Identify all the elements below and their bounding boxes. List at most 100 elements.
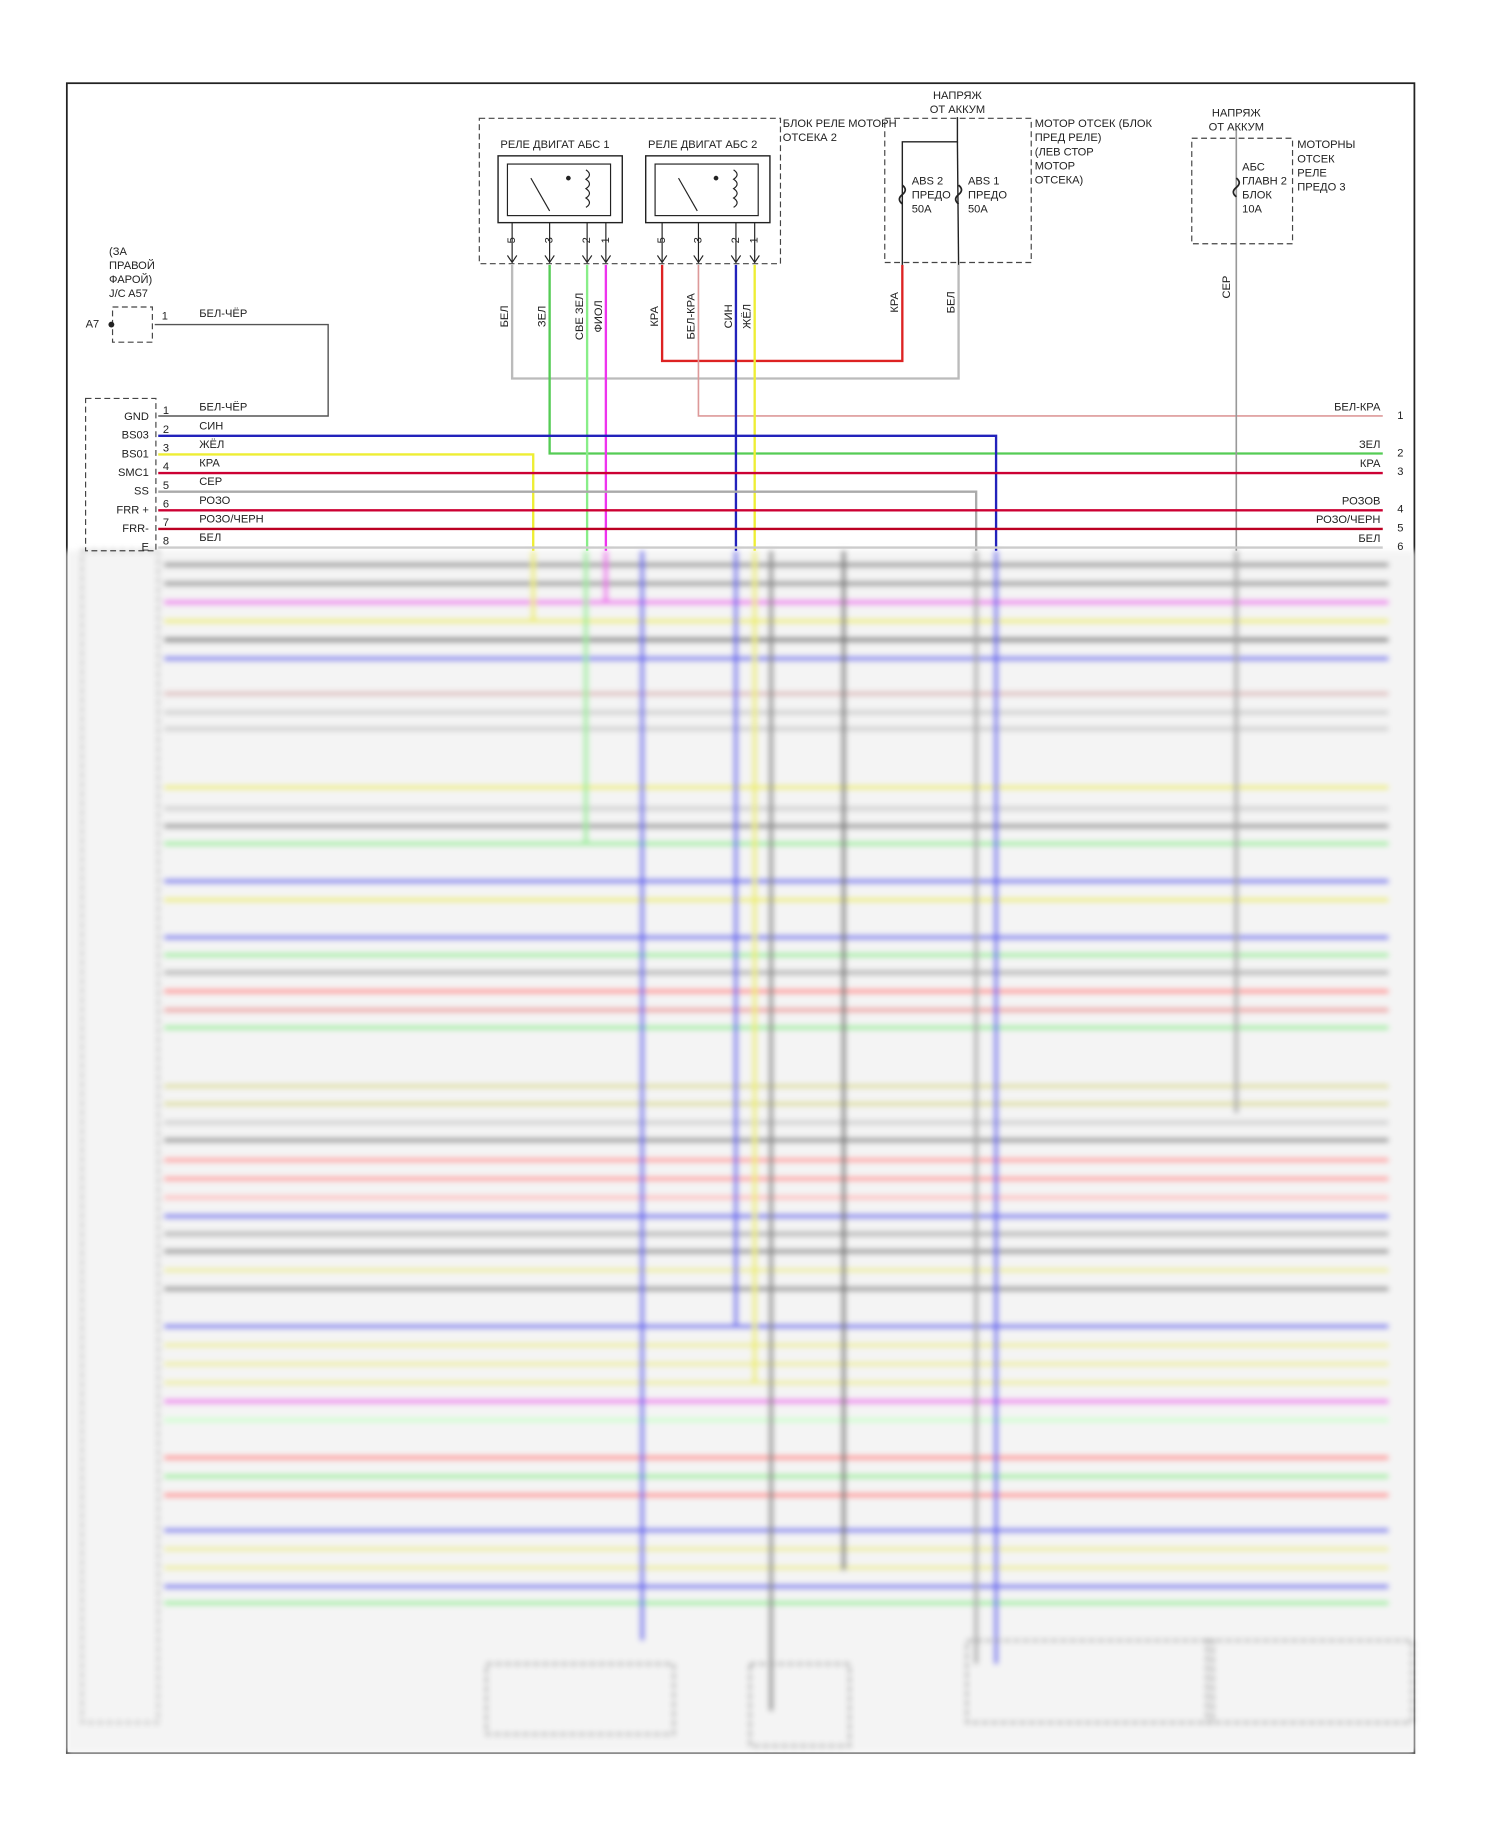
- label: 5: [1397, 522, 1403, 534]
- wire-label: БЕЛ: [499, 305, 511, 327]
- label: РЕЛЕ: [1297, 167, 1327, 179]
- blurred-component: [748, 1662, 851, 1748]
- blurred-component: [965, 1639, 1215, 1724]
- wire-label: БЕЛ-КРА: [685, 293, 697, 340]
- fuse-block: [884, 117, 1032, 264]
- label: ЗЕЛ: [1359, 439, 1380, 451]
- relay-inner: [506, 163, 612, 217]
- relay-coil: [732, 169, 738, 208]
- wire-label: СИН: [723, 304, 735, 328]
- wire-label: СЕР: [1221, 276, 1233, 299]
- label: 3: [163, 443, 169, 455]
- label: 50A: [968, 204, 988, 216]
- label: 4: [1397, 504, 1403, 516]
- fuse-block: [1191, 137, 1294, 245]
- label: КРА: [199, 458, 220, 470]
- label: E: [141, 542, 148, 554]
- fuse: [1232, 177, 1241, 198]
- label: J/C A57: [109, 288, 148, 300]
- label: ФАРОЙ): [109, 273, 152, 286]
- label: СЕР: [199, 476, 222, 488]
- label: BS01: [122, 448, 149, 460]
- label: SMC1: [118, 467, 149, 479]
- label: 6: [1397, 541, 1403, 553]
- label: 6: [163, 498, 169, 510]
- wire: [158, 490, 978, 551]
- label: БЕЛ: [199, 532, 221, 544]
- label: ПРЕДО 3: [1297, 181, 1345, 193]
- label: (ЛЕВ СТОР: [1035, 146, 1094, 158]
- wire-label: ФИОЛ: [593, 300, 605, 332]
- label: ЖЁЛ: [199, 439, 224, 451]
- label: 8: [163, 536, 169, 548]
- wire: [548, 264, 1383, 455]
- label: ОТ АККУМ: [930, 104, 985, 116]
- label: РЕЛЕ ДВИГАТ АБС 2: [648, 139, 757, 151]
- relay-switch: [678, 177, 698, 212]
- splice-dot: [108, 321, 115, 328]
- label: БЕЛ: [1358, 533, 1380, 545]
- label: БЛОК РЕЛЕ МОТОРН: [783, 118, 897, 130]
- label: БЕЛ-КРА: [1334, 402, 1381, 414]
- label: GND: [124, 411, 149, 423]
- label: МОТОР: [1035, 160, 1075, 172]
- label: ПРЕДО: [968, 190, 1007, 202]
- label: 2: [163, 424, 169, 436]
- wire-label: СВЕ ЗЕЛ: [574, 293, 586, 340]
- label: 50A: [912, 204, 932, 216]
- wire-label: КРА: [889, 291, 901, 312]
- label: 1: [162, 310, 168, 322]
- label: ПРЕДО: [912, 190, 951, 202]
- label: МОТОРНЫ: [1297, 139, 1355, 151]
- label: НАПРЯЖ: [1212, 108, 1262, 120]
- relay-switch: [530, 177, 551, 212]
- label: (ЗА: [109, 246, 127, 258]
- wire: [154, 323, 329, 417]
- wire-label: БЕЛ: [945, 291, 957, 313]
- blurred-component: [1205, 1639, 1414, 1724]
- relay: [645, 155, 771, 224]
- label: 1: [1397, 410, 1403, 422]
- label: ПРАВОЙ: [109, 259, 155, 272]
- label: КРА: [1360, 458, 1381, 470]
- fuse: [898, 184, 907, 205]
- label: РОЗОВ: [1342, 495, 1381, 507]
- relay-inner: [654, 163, 759, 217]
- label: 5: [163, 480, 169, 492]
- relay: [497, 155, 623, 224]
- label: БЕЛ-ЧЁР: [199, 308, 247, 320]
- label: РЕЛЕ ДВИГАТ АБС 1: [500, 139, 609, 151]
- label: A7: [86, 319, 100, 331]
- label: БЕЛ-ЧЁР: [199, 402, 247, 414]
- label: РОЗО: [199, 495, 230, 507]
- wire: [660, 264, 904, 363]
- wire: [158, 434, 998, 551]
- label: SS: [134, 486, 149, 498]
- relay-coil: [584, 169, 591, 208]
- label: ПРЕД РЕЛЕ): [1035, 132, 1102, 144]
- relay-contact: [713, 175, 719, 181]
- blurred-bg: [66, 550, 1415, 1754]
- relay-block: [478, 117, 782, 265]
- label: ОТСЕКА 2: [783, 132, 837, 144]
- wire: [697, 264, 1383, 417]
- label: BS03: [122, 430, 149, 442]
- splice-box: [111, 306, 153, 343]
- label: РОЗО/ЧЕРН: [199, 514, 263, 526]
- label: FRR +: [116, 504, 148, 516]
- label: 10A: [1242, 204, 1262, 216]
- label: БЛОК: [1242, 190, 1272, 202]
- wire-label: ЗЕЛ: [537, 306, 549, 327]
- wires: [154, 117, 1383, 551]
- label: ОТСЕКА): [1035, 174, 1084, 186]
- label: МОТОР ОТСЕК (БЛОК: [1035, 118, 1153, 130]
- fuse: [954, 184, 963, 205]
- label: ABS 1: [968, 176, 1000, 188]
- label: 3: [1397, 466, 1403, 478]
- label: ГЛАВН 2: [1242, 176, 1287, 188]
- label: ОТСЕК: [1297, 153, 1335, 165]
- blurred-area: [66, 549, 1415, 1754]
- label: РОЗО/ЧЕРН: [1316, 514, 1380, 526]
- label: ABS 2: [912, 176, 944, 188]
